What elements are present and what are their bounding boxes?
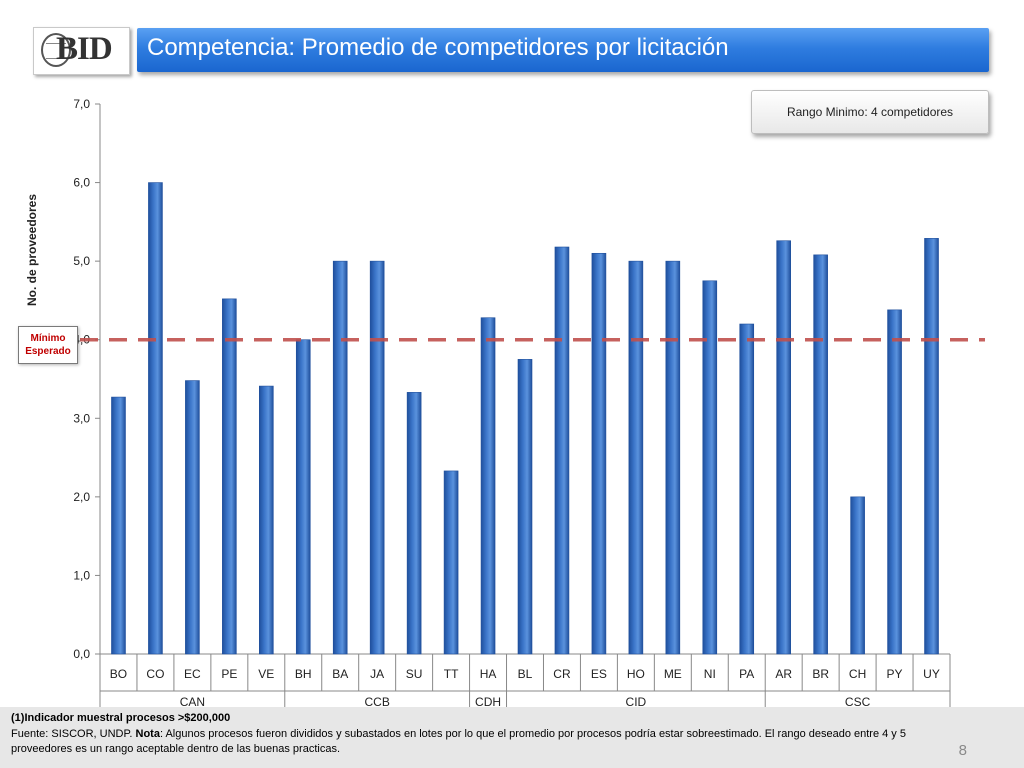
x-tick-label: CH [849,667,866,681]
x-tick-label: UY [923,667,940,681]
x-tick-label: BL [518,667,533,681]
bar [406,392,422,655]
bar [554,246,570,655]
footer-note: Fuente: SISCOR, UNDP. Nota: Algunos proc… [11,727,961,757]
bar [924,238,939,655]
x-tick-label: HO [627,667,645,681]
group-label: CDH [475,695,501,707]
bar [739,323,755,655]
bar [369,260,385,655]
x-tick-label: NI [704,667,716,681]
x-tick-label: ME [664,667,682,681]
title-bar: Competencia: Promedio de competidores po… [137,28,989,72]
bar [591,252,607,655]
bar [295,339,311,655]
y-tick-label: 1,0 [73,568,90,582]
y-tick-label: 2,0 [73,490,90,504]
bar [332,260,348,655]
y-tick-label: 0,0 [73,647,90,661]
bar [148,182,163,655]
group-label: CAN [180,695,205,707]
group-label: CID [626,695,647,707]
bar [222,298,237,655]
group-label: CSC [845,695,871,707]
bar [702,280,718,655]
footer-source: Fuente: SISCOR, UNDP. [11,728,136,740]
bar [111,396,126,655]
min-label-line-2: Esperado [25,346,71,357]
x-tick-label: CR [553,667,571,681]
page-title: Competencia: Promedio de competidores po… [147,34,729,61]
bar [665,260,681,655]
x-tick-label: BR [812,667,829,681]
bar-chart: 0,01,02,03,04,05,06,07,0No. de proveedor… [25,97,985,707]
x-tick-label: HA [480,667,497,681]
footer-heading: (1)Indicador muestral procesos >$200,000 [11,712,231,724]
bar [517,359,533,655]
bar [259,385,274,655]
x-tick-label: BA [332,667,348,681]
footer-note-text: : Algunos procesos fueron divididos y su… [11,728,906,755]
bar [443,470,459,655]
x-tick-label: SU [406,667,423,681]
x-tick-label: BH [295,667,312,681]
x-tick-label: AR [775,667,792,681]
x-tick-label: PA [739,667,754,681]
y-tick-label: 5,0 [73,254,90,268]
x-tick-label: EC [184,667,201,681]
x-tick-label: BO [110,667,127,681]
group-label: CCB [365,695,390,707]
bar [813,254,828,655]
logo-text: BID [56,31,113,67]
minimum-expected-label: Mínimo Esperado [18,326,78,364]
x-tick-label: JA [370,667,384,681]
x-tick-label: PE [221,667,237,681]
bar [887,309,902,655]
bar [776,240,791,655]
bar [628,260,644,655]
bar [850,496,865,655]
footer-note-label: Nota [135,728,160,740]
y-tick-label: 7,0 [73,97,90,111]
range-callout: Rango Minimo: 4 competidores [751,90,989,134]
x-tick-label: CO [146,667,164,681]
y-tick-label: 6,0 [73,176,90,190]
bar [185,380,200,655]
x-tick-label: ES [591,667,607,681]
bar [480,317,496,655]
page-number: 8 [958,742,967,759]
x-tick-label: VE [258,667,274,681]
y-tick-label: 3,0 [73,411,90,425]
bid-logo: BID [33,27,130,75]
x-tick-label: PY [887,667,903,681]
y-axis-label: No. de proveedores [25,194,39,306]
min-label-line-1: Mínimo [30,333,66,344]
globe-icon [41,33,71,67]
footer: (1)Indicador muestral procesos >$200,000… [0,707,1024,768]
x-tick-label: TT [444,667,459,681]
